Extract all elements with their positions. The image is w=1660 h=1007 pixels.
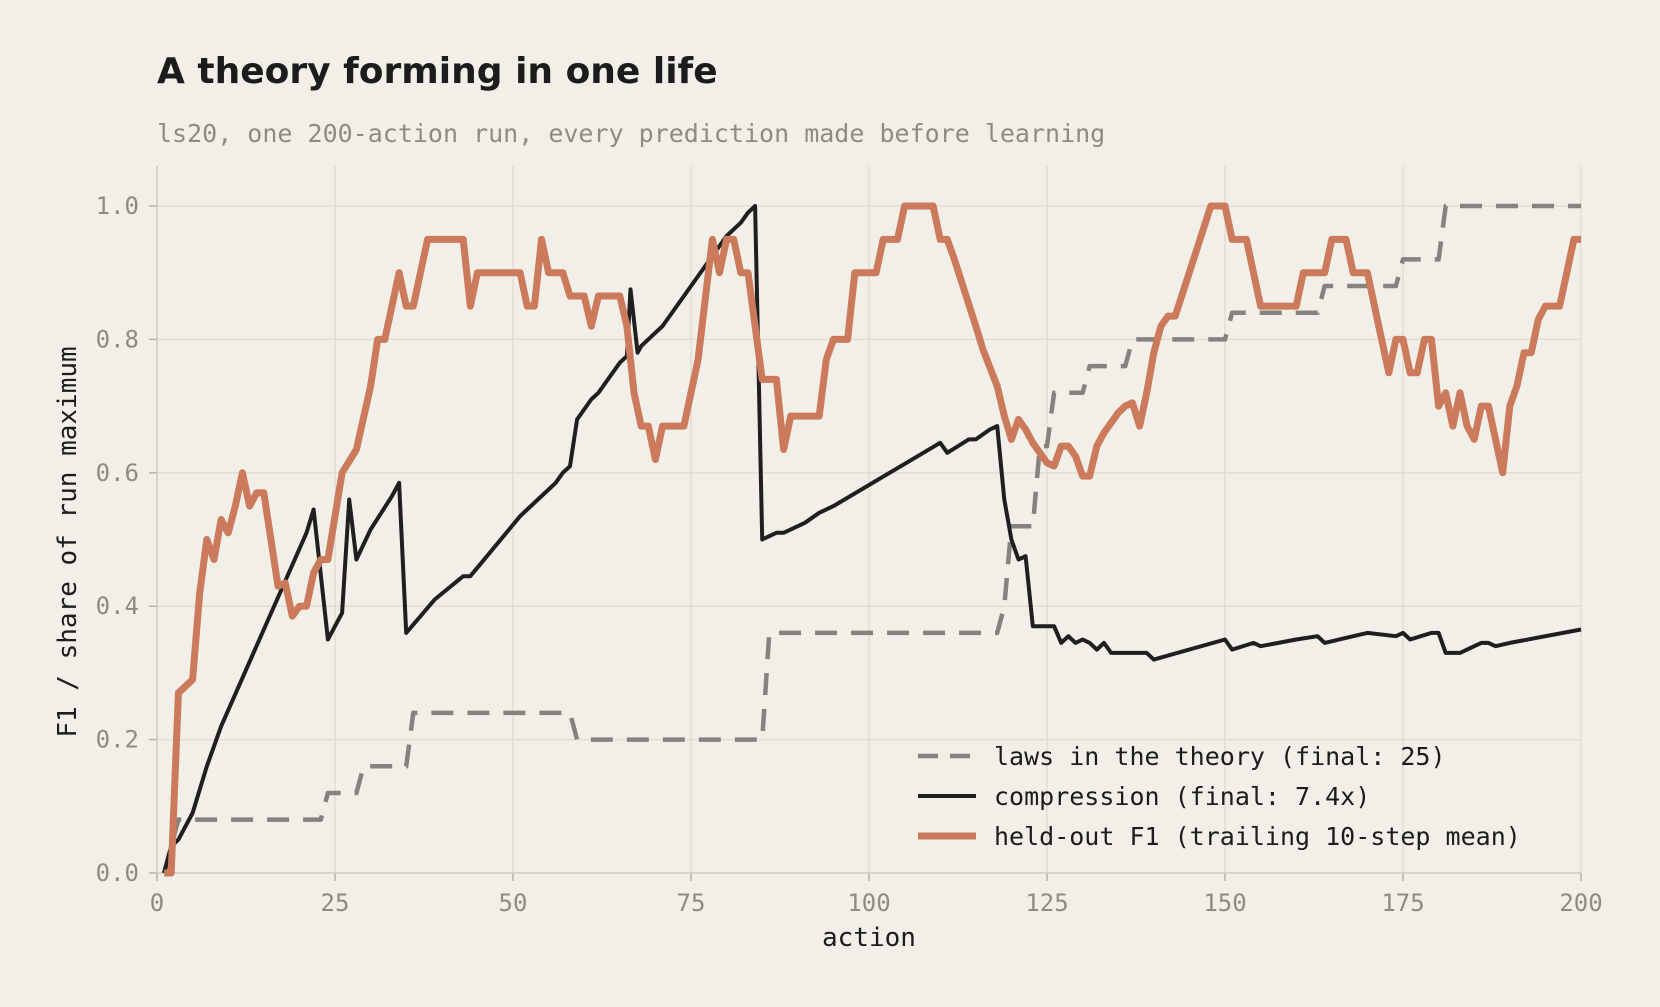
series-lines bbox=[161, 202, 1582, 877]
x-axis-label: action bbox=[822, 923, 916, 953]
legend-label-1: laws in the theory (final: 25) bbox=[994, 742, 1446, 771]
y-tick-label: 0.6 bbox=[96, 459, 139, 487]
x-tick-label: 150 bbox=[1203, 889, 1246, 917]
x-tick-label: 75 bbox=[677, 889, 706, 917]
legend-label-2: compression (final: 7.4x) bbox=[994, 782, 1370, 811]
chart-title: A theory forming in one life bbox=[157, 51, 718, 92]
x-tick-label: 125 bbox=[1025, 889, 1068, 917]
y-tick-label: 0.2 bbox=[96, 726, 139, 754]
x-tick-label: 100 bbox=[847, 889, 890, 917]
series-line-1 bbox=[161, 203, 1581, 874]
x-tick-label: 25 bbox=[321, 889, 350, 917]
series-line-3 bbox=[164, 202, 1581, 877]
y-tick-label: 0.4 bbox=[96, 592, 139, 620]
legend: laws in the theory (final: 25) compressio… bbox=[918, 742, 1521, 851]
y-tick-label: 1.0 bbox=[96, 192, 139, 220]
axes: 0 25 50 75 100 125 150 175 200 0.0 0.2 0.4 0.6 0.8 1.0 bbox=[96, 166, 1603, 917]
x-tick-label: 175 bbox=[1381, 889, 1424, 917]
y-tick-label: 0.8 bbox=[96, 325, 139, 353]
x-tick-label: 50 bbox=[499, 889, 528, 917]
x-tick-label: 0 bbox=[150, 889, 164, 917]
y-axis-label: F1 / share of run maximum bbox=[53, 346, 83, 737]
x-tick-label: 200 bbox=[1559, 889, 1602, 917]
series-line-2 bbox=[162, 204, 1582, 874]
chart-subtitle: ls20, one 200-action run, every predicti… bbox=[157, 119, 1105, 148]
legend-label-3: held-out F1 (trailing 10-step mean) bbox=[994, 822, 1521, 851]
y-tick-label: 0.0 bbox=[96, 859, 139, 887]
